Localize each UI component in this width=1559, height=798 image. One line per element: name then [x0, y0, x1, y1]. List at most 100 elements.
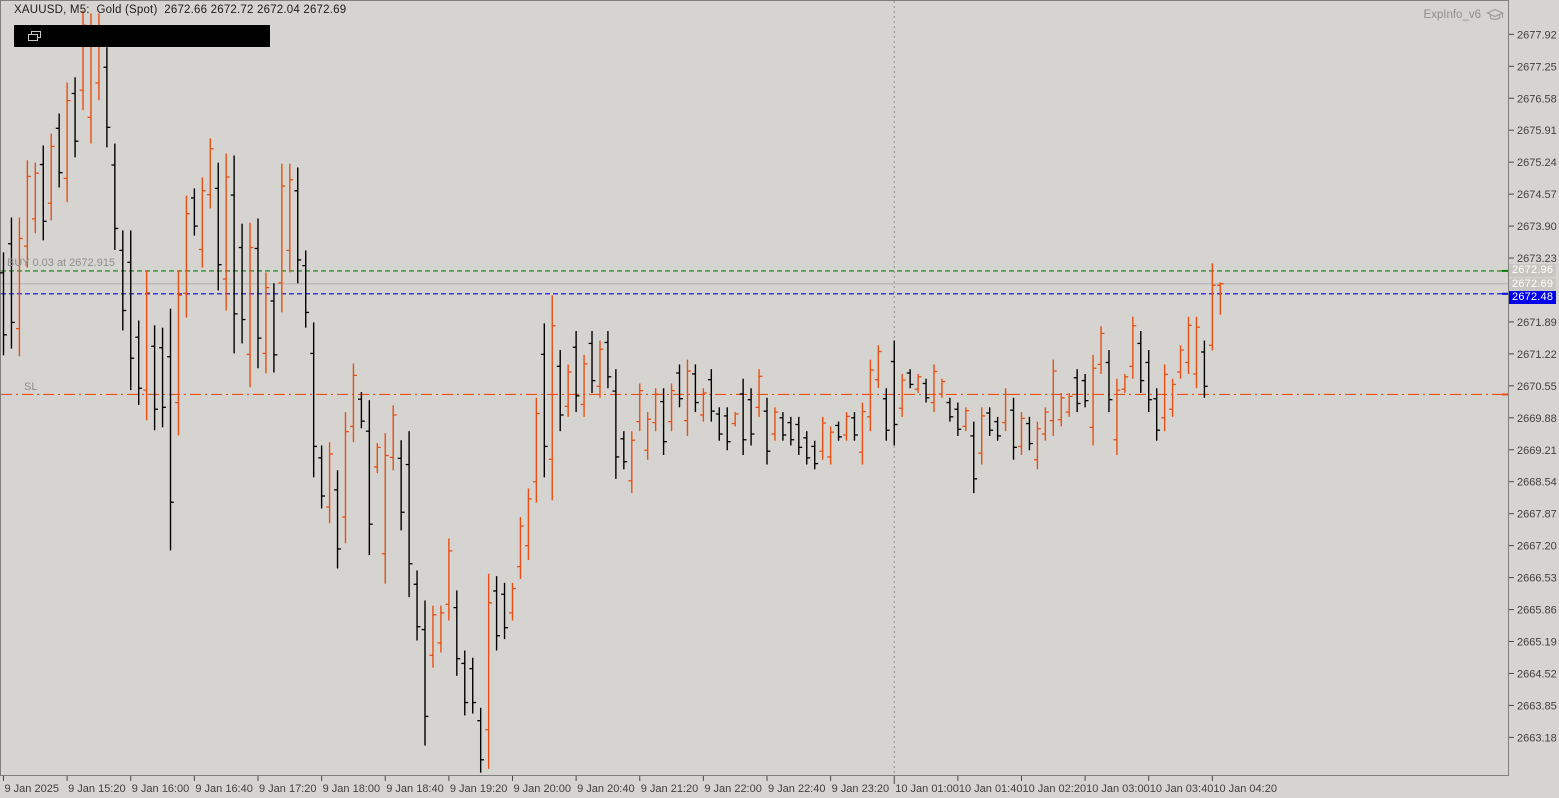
- ohlc-bar: [763, 397, 771, 465]
- ohlc-bar: [397, 440, 405, 531]
- ohlc-bar: [222, 153, 230, 311]
- svg-text:2669.88: 2669.88: [1517, 413, 1557, 425]
- ohlc-bar: [882, 388, 890, 441]
- svg-text:2671.22: 2671.22: [1517, 349, 1557, 361]
- svg-text:2670.55: 2670.55: [1517, 381, 1557, 393]
- ohlc-bar: [0, 252, 7, 356]
- svg-text:2664.52: 2664.52: [1517, 668, 1557, 680]
- ohlc-bar: [119, 230, 127, 331]
- ohlc-bar: [1208, 263, 1216, 351]
- ohlc-bar: [851, 412, 858, 441]
- ohlc-bar: [493, 576, 500, 651]
- ohlc-bar: [668, 383, 675, 432]
- ohlc-bar: [692, 364, 699, 413]
- ohlc-bar: [326, 442, 333, 524]
- ohlc-bar: [477, 707, 485, 773]
- ohlc-bar: [143, 270, 151, 421]
- ohlc-bar: [636, 383, 644, 432]
- ohlc-bar: [866, 359, 874, 432]
- ohlc-bar: [890, 340, 898, 446]
- ohlc-bar: [485, 573, 493, 769]
- svg-text:10 Jan 02:20: 10 Jan 02:20: [1022, 783, 1086, 795]
- ohlc-bar: [1105, 350, 1113, 413]
- ohlc-bar: [198, 177, 206, 268]
- ohlc-bar: [469, 657, 477, 714]
- blue-level-price-box: 2672.48: [1509, 291, 1556, 305]
- svg-text:10 Jan 03:40: 10 Jan 03:40: [1150, 783, 1214, 795]
- ohlc-bar: [898, 373, 906, 417]
- svg-text:2674.57: 2674.57: [1517, 189, 1557, 201]
- ohlc-bar: [270, 283, 278, 373]
- ohlc-bar: [922, 378, 930, 403]
- ohlc-bar: [39, 145, 47, 241]
- svg-text:9 Jan 22:40: 9 Jan 22:40: [768, 783, 826, 795]
- ohlc-bar: [787, 416, 795, 446]
- ohlc-bar: [747, 388, 755, 446]
- ohlc-bar: [596, 340, 604, 398]
- ohlc-bar: [1049, 359, 1057, 436]
- svg-text:9 Jan 20:00: 9 Jan 20:00: [513, 783, 571, 795]
- svg-text:9 Jan 18:40: 9 Jan 18:40: [386, 783, 444, 795]
- ohlc-bar: [318, 445, 326, 509]
- ohlc-bar: [874, 345, 882, 389]
- ohlc-bar: [357, 392, 365, 429]
- svg-text:10 Jan 03:00: 10 Jan 03:00: [1086, 783, 1150, 795]
- svg-text:10 Jan 04:20: 10 Jan 04:20: [1213, 783, 1277, 795]
- ohlc-bar: [214, 162, 222, 291]
- expert-name-label: ExpInfo_v6: [1423, 9, 1481, 21]
- ohlc-bar: [63, 82, 71, 203]
- restore-window-icon: [26, 30, 43, 42]
- ohlc-bar: [1073, 369, 1081, 413]
- ohlc-bar: [55, 113, 63, 188]
- svg-text:2667.87: 2667.87: [1517, 509, 1557, 521]
- svg-text:2663.18: 2663.18: [1517, 732, 1557, 744]
- collapsed-panel-button[interactable]: [14, 25, 270, 47]
- ohlc-bar: [994, 416, 1002, 441]
- ohlc-bar: [47, 133, 55, 221]
- ohlc-bar: [16, 217, 23, 357]
- ohlc-bar: [453, 590, 461, 676]
- svg-text:2665.86: 2665.86: [1517, 605, 1557, 617]
- ohlc-bar: [1026, 416, 1033, 451]
- ohlc-bar: [580, 354, 588, 417]
- ohlc-bar: [461, 650, 469, 716]
- expert-advisor-indicator[interactable]: ExpInfo_v6: [1378, 7, 1504, 23]
- ohlc-bar: [246, 222, 254, 388]
- svg-text:2673.90: 2673.90: [1517, 221, 1557, 233]
- time-scale: 9 Jan 2025 9 Jan 15:20 9 Jan 16:00 9 Jan 16…: [3, 776, 1277, 795]
- ohlc-bar: [1161, 364, 1169, 432]
- svg-text:9 Jan 15:20: 9 Jan 15:20: [68, 783, 126, 795]
- ohlc-bar: [8, 217, 15, 349]
- price-scale: 2677.92 2677.25 2676.58 2675.91 2675.24 2674.…: [1502, 29, 1557, 744]
- ohlc-bar: [175, 270, 182, 436]
- ohlc-bar: [1129, 316, 1137, 379]
- ohlc-bar: [676, 364, 683, 408]
- ohlc-bar: [731, 412, 739, 427]
- ohlc-bar: [699, 388, 707, 422]
- svg-text:2677.25: 2677.25: [1517, 61, 1557, 73]
- ohlc-bar: [652, 388, 660, 432]
- ohlc-bar: [127, 230, 135, 391]
- ohlc-bar: [238, 223, 246, 344]
- ohlc-bar: [1153, 388, 1161, 441]
- ohlc-bar: [588, 331, 596, 394]
- ohlc-bar: [23, 160, 31, 268]
- ohlc-bar: [620, 431, 628, 470]
- svg-text:10 Jan 01:00: 10 Jan 01:00: [895, 783, 959, 795]
- ohlc-bar: [286, 163, 294, 273]
- ohlc-bar: [350, 363, 357, 443]
- ohlc-bar: [771, 407, 779, 441]
- ohlc-bar: [31, 162, 39, 234]
- ohlc-bar: [572, 331, 580, 413]
- ohlc-bar: [1201, 340, 1208, 398]
- svg-text:9 Jan 21:20: 9 Jan 21:20: [641, 783, 699, 795]
- ohlc-bar: [151, 325, 159, 431]
- ohlc-bar: [1177, 345, 1184, 379]
- ohlc-bar: [159, 327, 166, 428]
- ohlc-bar: [381, 433, 389, 584]
- ohlc-bar: [1089, 354, 1097, 446]
- graduation-cap-icon: [1486, 8, 1504, 22]
- ohlc-bar: [843, 412, 850, 441]
- svg-text:2663.85: 2663.85: [1517, 700, 1557, 712]
